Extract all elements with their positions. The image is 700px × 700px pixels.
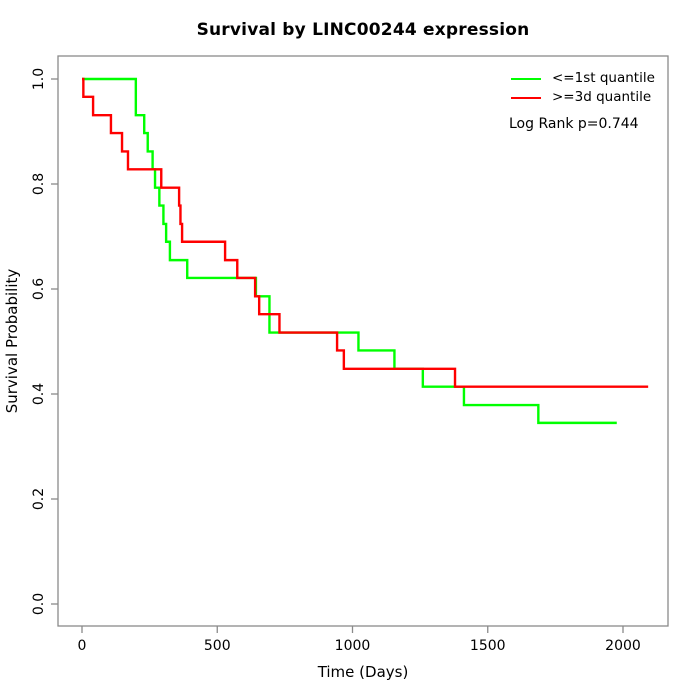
y-tick-label: 1.0 [31, 68, 47, 90]
y-axis-label: Survival Probability [3, 269, 21, 414]
y-tick-label: 0.2 [31, 488, 47, 510]
x-tick-label: 1500 [470, 638, 506, 654]
x-axis-label: Time (Days) [317, 663, 409, 681]
legend-line-red-icon [511, 96, 541, 99]
x-tick-label: 500 [204, 638, 231, 654]
legend-line-green-icon [511, 77, 541, 80]
legend-item-low-quantile: <=1st quantile [511, 69, 655, 88]
y-tick-label: 0.8 [31, 173, 47, 195]
legend-item-high-quantile: >=3d quantile [511, 88, 655, 107]
legend: <=1st quantile >=3d quantile Log Rank p=… [509, 69, 655, 134]
series-line-high-quantile [82, 77, 649, 388]
log-rank-pvalue: Log Rank p=0.744 [509, 116, 639, 132]
chart-title: Survival by LINC00244 expression [196, 20, 530, 40]
series-line-low-quantile [82, 77, 617, 425]
plot-box [57, 55, 669, 627]
y-tick-label: 0.0 [31, 593, 47, 615]
x-tick-label: 1000 [335, 638, 371, 654]
legend-label-high-quantile: >=3d quantile [552, 89, 652, 105]
legend-label-low-quantile: <=1st quantile [552, 70, 655, 86]
y-tick-label: 0.6 [31, 278, 47, 300]
y-tick-label: 0.4 [31, 383, 47, 405]
x-tick-label: 2000 [605, 638, 641, 654]
x-tick-label: 0 [78, 638, 87, 654]
